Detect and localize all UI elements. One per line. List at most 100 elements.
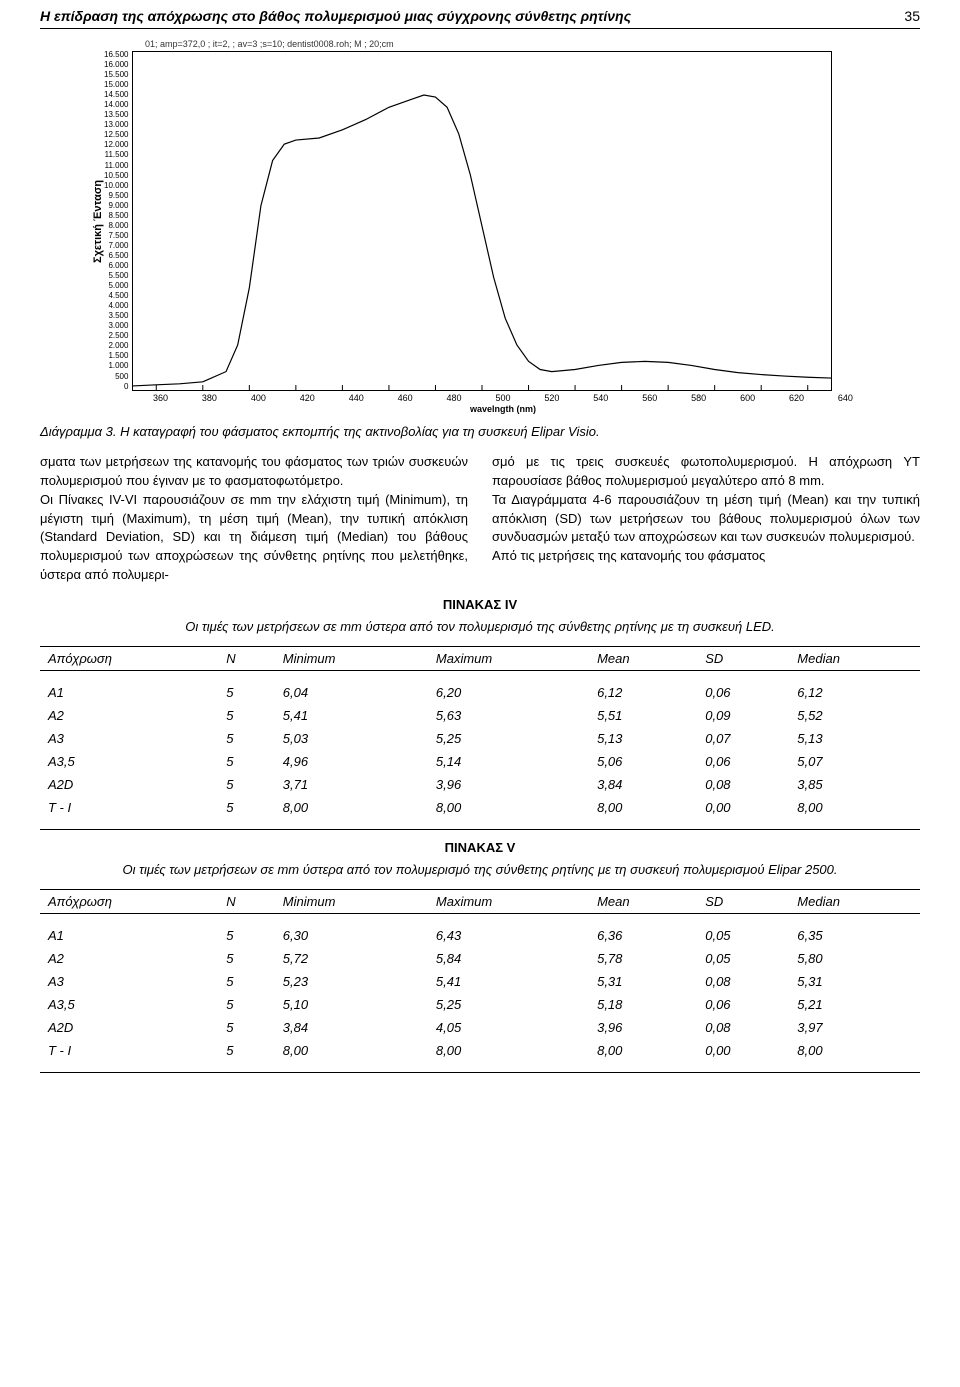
- body-paragraph: Τα Διαγράμματα 4-6 παρουσιάζουν τη μέση …: [492, 491, 920, 548]
- table-cell: 5: [218, 947, 275, 970]
- table-row: A3,555,105,255,180,065,21: [40, 993, 920, 1016]
- table-cell: 0,06: [697, 671, 789, 705]
- y-tick: 13.000: [104, 121, 128, 129]
- table-cell: 5: [218, 914, 275, 948]
- y-tick: 11.000: [104, 162, 128, 170]
- y-tick: 3.000: [104, 322, 128, 330]
- x-tick: 360: [153, 393, 168, 403]
- table-cell: 3,84: [589, 773, 697, 796]
- y-tick: 7.000: [104, 242, 128, 250]
- table-cell: 3,96: [589, 1016, 697, 1039]
- table-cell: 5: [218, 704, 275, 727]
- y-tick: 8.000: [104, 222, 128, 230]
- table-header-cell: Απόχρωση: [40, 647, 218, 671]
- body-paragraph: Οι Πίνακες IV-VI παρουσιάζουν σε mm την …: [40, 491, 468, 585]
- table-cell: 5,23: [275, 970, 428, 993]
- y-tick: 15.500: [104, 71, 128, 79]
- table-header-cell: N: [218, 890, 275, 914]
- y-tick: 16.500: [104, 51, 128, 59]
- table-cell: A1: [40, 671, 218, 705]
- y-tick: 14.000: [104, 101, 128, 109]
- y-tick: 1.500: [104, 352, 128, 360]
- table-row: A156,046,206,120,066,12: [40, 671, 920, 705]
- table-row: A255,415,635,510,095,52: [40, 704, 920, 727]
- chart-x-label: wavelngth (nm): [153, 404, 853, 414]
- table-cell: 6,12: [789, 671, 920, 705]
- table-cell: 5,07: [789, 750, 920, 773]
- table-cell: 8,00: [589, 796, 697, 830]
- table-cell: 5,31: [589, 970, 697, 993]
- x-tick: 500: [495, 393, 510, 403]
- y-tick: 15.000: [104, 81, 128, 89]
- table-5-block: ΠΙΝΑΚΑΣ V Οι τιμές των μετρήσεων σε mm ύ…: [40, 840, 920, 1073]
- table-cell: A2: [40, 947, 218, 970]
- table-cell: 4,96: [275, 750, 428, 773]
- table-row: A2D53,713,963,840,083,85: [40, 773, 920, 796]
- table-5-label: ΠΙΝΑΚΑΣ V: [40, 840, 920, 855]
- x-tick: 460: [398, 393, 413, 403]
- body-paragraph: σμό με τις τρεις συσκευές φωτοπολυμερισμ…: [492, 453, 920, 491]
- table-cell: 6,30: [275, 914, 428, 948]
- table-cell: 0,07: [697, 727, 789, 750]
- table-cell: 5,72: [275, 947, 428, 970]
- table-header-cell: Maximum: [428, 647, 589, 671]
- table-cell: 3,85: [789, 773, 920, 796]
- table-cell: 5,41: [275, 704, 428, 727]
- table-cell: 5,80: [789, 947, 920, 970]
- y-tick: 12.000: [104, 141, 128, 149]
- table-row: A2D53,844,053,960,083,97: [40, 1016, 920, 1039]
- table-5: ΑπόχρωσηNMinimumMaximumMeanSDMedianA156,…: [40, 889, 920, 1073]
- body-paragraph: σματα των μετρήσεων της κατανομής του φά…: [40, 453, 468, 491]
- table-header-cell: Median: [789, 890, 920, 914]
- table-cell: 5,25: [428, 993, 589, 1016]
- x-tick: 540: [593, 393, 608, 403]
- table-header-cell: SD: [697, 647, 789, 671]
- table-cell: 3,96: [428, 773, 589, 796]
- body-text: σματα των μετρήσεων της κατανομής του φά…: [40, 453, 920, 585]
- table-cell: 6,35: [789, 914, 920, 948]
- y-tick: 5.000: [104, 282, 128, 290]
- spectrum-chart: 01; amp=372,0 ; it=2, ; av=3 ;s=10; dent…: [90, 39, 920, 414]
- table-header-cell: Median: [789, 647, 920, 671]
- table-cell: A1: [40, 914, 218, 948]
- x-tick: 440: [349, 393, 364, 403]
- y-tick: 0: [104, 383, 128, 391]
- page-header: Η επίδραση της απόχρωσης στο βάθος πολυμ…: [40, 0, 920, 29]
- x-tick: 380: [202, 393, 217, 403]
- x-tick: 420: [300, 393, 315, 403]
- x-tick: 400: [251, 393, 266, 403]
- table-cell: A3,5: [40, 750, 218, 773]
- table-cell: 0,06: [697, 993, 789, 1016]
- table-cell: 0,05: [697, 914, 789, 948]
- y-tick: 16.000: [104, 61, 128, 69]
- table-cell: 6,36: [589, 914, 697, 948]
- table-cell: 5,18: [589, 993, 697, 1016]
- table-cell: 8,00: [789, 796, 920, 830]
- table-4-label: ΠΙΝΑΚΑΣ IV: [40, 597, 920, 612]
- table-cell: 8,00: [428, 796, 589, 830]
- table-cell: 6,43: [428, 914, 589, 948]
- table-header-cell: Mean: [589, 890, 697, 914]
- y-tick: 9.000: [104, 202, 128, 210]
- header-title: Η επίδραση της απόχρωσης στο βάθος πολυμ…: [40, 8, 631, 24]
- table-row: A355,035,255,130,075,13: [40, 727, 920, 750]
- table-cell: 0,00: [697, 796, 789, 830]
- y-tick: 14.500: [104, 91, 128, 99]
- table-cell: 0,06: [697, 750, 789, 773]
- table-cell: 8,00: [589, 1039, 697, 1073]
- table-cell: 0,00: [697, 1039, 789, 1073]
- x-tick: 580: [691, 393, 706, 403]
- table-cell: 0,08: [697, 1016, 789, 1039]
- table-cell: 5: [218, 1016, 275, 1039]
- table-cell: A2D: [40, 773, 218, 796]
- table-cell: 5,03: [275, 727, 428, 750]
- chart-meta: 01; amp=372,0 ; it=2, ; av=3 ;s=10; dent…: [145, 39, 920, 49]
- y-tick: 10.500: [104, 172, 128, 180]
- table-cell: T - I: [40, 796, 218, 830]
- table-cell: 8,00: [428, 1039, 589, 1073]
- table-cell: 5,78: [589, 947, 697, 970]
- y-tick: 10.000: [104, 182, 128, 190]
- y-tick: 3.500: [104, 312, 128, 320]
- table-cell: 5,25: [428, 727, 589, 750]
- table-header-cell: Minimum: [275, 890, 428, 914]
